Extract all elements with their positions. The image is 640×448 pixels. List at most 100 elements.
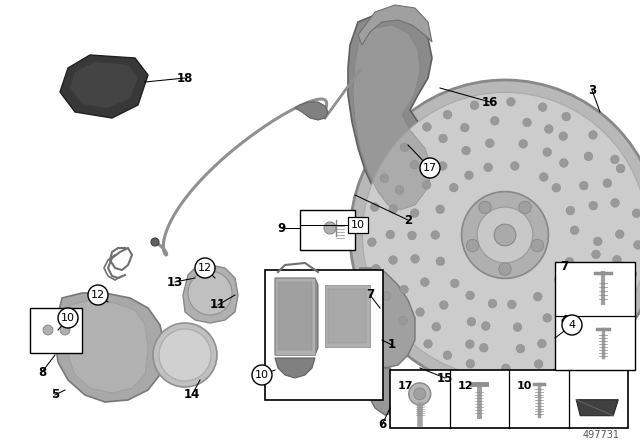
Circle shape	[188, 271, 232, 315]
Circle shape	[588, 305, 596, 314]
Circle shape	[380, 174, 388, 182]
Circle shape	[632, 209, 640, 218]
Circle shape	[371, 203, 379, 211]
Bar	[275, 278, 315, 355]
Text: 5: 5	[51, 388, 59, 401]
Circle shape	[408, 231, 417, 240]
Circle shape	[533, 292, 542, 301]
Circle shape	[534, 360, 543, 368]
Text: 10: 10	[61, 313, 75, 323]
Text: 10: 10	[255, 370, 269, 380]
Circle shape	[589, 130, 597, 139]
Polygon shape	[352, 268, 415, 368]
Circle shape	[466, 359, 475, 368]
Circle shape	[432, 323, 440, 331]
Circle shape	[444, 110, 452, 119]
Circle shape	[552, 183, 561, 192]
Polygon shape	[358, 5, 432, 45]
Circle shape	[88, 285, 108, 305]
Bar	[265, 270, 383, 400]
Circle shape	[486, 139, 494, 147]
Polygon shape	[70, 62, 138, 108]
Bar	[300, 210, 355, 250]
Circle shape	[562, 112, 570, 121]
Polygon shape	[275, 358, 315, 378]
Circle shape	[58, 308, 78, 328]
Circle shape	[438, 162, 447, 170]
Circle shape	[479, 343, 488, 352]
Text: 11: 11	[210, 298, 226, 311]
Circle shape	[420, 158, 440, 178]
Circle shape	[424, 340, 433, 348]
Circle shape	[151, 238, 159, 246]
Circle shape	[467, 239, 479, 252]
Circle shape	[488, 299, 497, 308]
Circle shape	[566, 347, 574, 356]
Text: 1: 1	[388, 339, 396, 352]
Polygon shape	[295, 102, 328, 120]
Circle shape	[479, 201, 491, 214]
Circle shape	[411, 254, 419, 263]
Circle shape	[611, 155, 619, 164]
Circle shape	[605, 313, 614, 322]
Text: 9: 9	[278, 221, 286, 234]
Text: 12: 12	[458, 381, 473, 391]
Text: 8: 8	[38, 366, 46, 379]
Circle shape	[461, 146, 470, 155]
Polygon shape	[275, 278, 318, 355]
Text: 18: 18	[177, 72, 193, 85]
Text: 17: 17	[398, 381, 413, 391]
Text: 10: 10	[517, 381, 532, 391]
Text: 13: 13	[167, 276, 183, 289]
Text: 6: 6	[378, 418, 386, 431]
Circle shape	[559, 132, 568, 141]
Polygon shape	[183, 265, 238, 323]
Circle shape	[545, 125, 553, 134]
Circle shape	[601, 287, 609, 295]
Circle shape	[367, 238, 376, 246]
Circle shape	[566, 325, 575, 333]
Circle shape	[589, 201, 598, 210]
Circle shape	[399, 316, 407, 325]
Circle shape	[362, 92, 640, 378]
Text: 16: 16	[482, 95, 498, 108]
Text: 2: 2	[404, 214, 412, 227]
Text: 17: 17	[423, 163, 437, 173]
Circle shape	[465, 340, 474, 349]
Circle shape	[507, 98, 515, 106]
Circle shape	[461, 192, 548, 278]
Circle shape	[470, 101, 479, 110]
Circle shape	[618, 295, 626, 304]
Circle shape	[477, 207, 533, 263]
Circle shape	[440, 301, 448, 310]
Circle shape	[508, 300, 516, 309]
Circle shape	[443, 351, 452, 360]
Circle shape	[566, 206, 575, 215]
Polygon shape	[576, 400, 618, 416]
Circle shape	[466, 291, 474, 300]
Circle shape	[195, 258, 215, 278]
Circle shape	[422, 181, 431, 189]
Polygon shape	[55, 293, 165, 402]
Bar	[555, 262, 635, 370]
Circle shape	[490, 116, 499, 125]
Polygon shape	[348, 12, 445, 222]
Circle shape	[60, 325, 70, 335]
Circle shape	[634, 241, 640, 249]
Circle shape	[400, 143, 409, 152]
Text: 7: 7	[560, 260, 568, 273]
Circle shape	[513, 323, 522, 332]
Circle shape	[584, 152, 593, 161]
Circle shape	[611, 198, 620, 207]
Circle shape	[438, 134, 447, 143]
Text: 10: 10	[351, 220, 365, 230]
Polygon shape	[68, 300, 148, 393]
Text: 12: 12	[91, 290, 105, 300]
Text: 497731: 497731	[583, 430, 620, 440]
Circle shape	[431, 231, 440, 239]
Circle shape	[556, 305, 565, 314]
Circle shape	[382, 292, 391, 301]
Circle shape	[562, 315, 582, 335]
Circle shape	[603, 179, 612, 188]
Circle shape	[593, 237, 602, 246]
